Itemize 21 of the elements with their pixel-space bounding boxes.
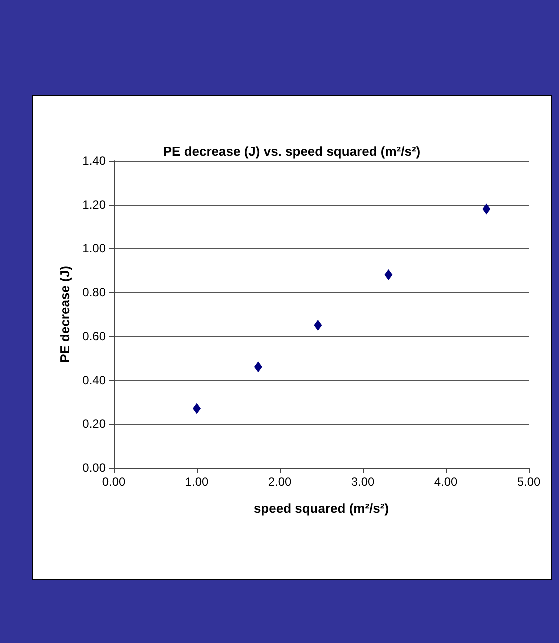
chart-title: PE decrease (J) vs. speed squared (m²/s²) (163, 144, 421, 159)
y-axis-title: PE decrease (J) (58, 266, 73, 363)
point (384, 270, 393, 281)
x-tick-label: 1.00 (185, 475, 209, 489)
point (314, 320, 322, 331)
y-tick-label: 0.60 (82, 329, 106, 344)
y-tick-label: 1.20 (82, 198, 106, 212)
point (254, 362, 262, 373)
x-tick-label: 0.00 (102, 475, 126, 489)
y-tick-label: 0.40 (82, 373, 106, 388)
x-tick-label: 2.00 (268, 475, 292, 489)
x-tick-label: 4.00 (434, 475, 458, 489)
x-tick-label: 5.00 (517, 475, 541, 489)
y-tick-label: 1.40 (82, 154, 106, 168)
y-tick-label: 0.80 (82, 286, 106, 300)
y-tick-label: 0.20 (82, 417, 106, 432)
x-axis-title: speed squared (m²/s²) (254, 501, 390, 516)
point (482, 204, 491, 215)
y-tick-label: 1.00 (82, 242, 106, 256)
y-tick-label: 0.00 (82, 461, 106, 475)
x-tick-label: 3.00 (351, 475, 375, 489)
